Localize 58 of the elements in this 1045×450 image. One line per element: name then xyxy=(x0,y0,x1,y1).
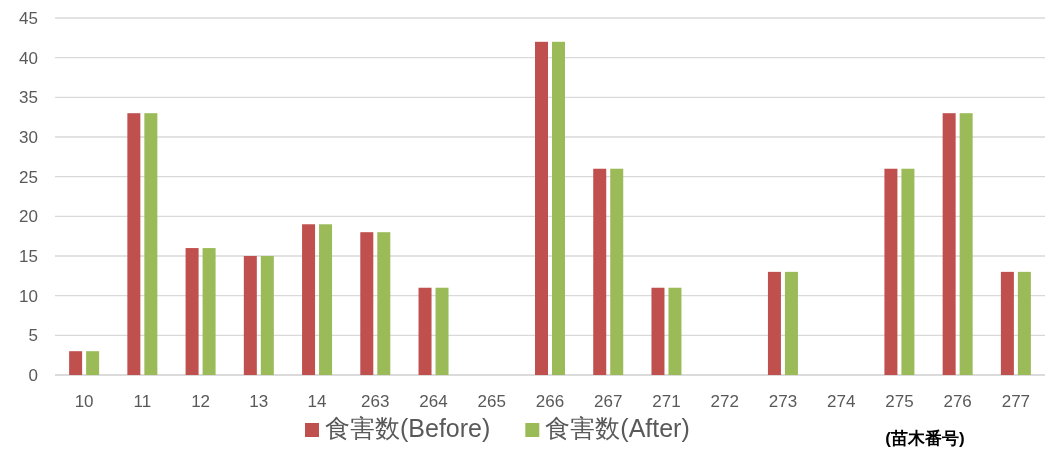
x-tick-label: 10 xyxy=(74,392,94,411)
bar xyxy=(144,113,158,375)
x-tick-label: 14 xyxy=(307,392,327,411)
bar xyxy=(185,248,199,375)
y-tick-label: 35 xyxy=(19,88,38,108)
x-tick-label: 272 xyxy=(710,392,739,411)
legend-label: 食害数(Before) xyxy=(325,414,491,442)
y-tick-label: 15 xyxy=(19,247,38,266)
bar xyxy=(319,224,333,375)
bar xyxy=(1000,271,1014,375)
bar xyxy=(767,271,781,375)
bar xyxy=(610,168,624,375)
bar xyxy=(552,41,565,375)
bar xyxy=(668,287,682,375)
bar xyxy=(127,113,141,375)
bar xyxy=(901,168,915,375)
y-tick-label: 25 xyxy=(19,167,38,187)
y-tick-label: 45 xyxy=(19,9,38,28)
bar xyxy=(86,351,100,375)
bar xyxy=(651,287,665,375)
bar xyxy=(435,287,449,375)
x-tick-label: 274 xyxy=(826,392,856,411)
x-tick-label: 276 xyxy=(943,392,972,411)
x-tick-label: 273 xyxy=(768,392,798,411)
bar xyxy=(69,351,83,375)
x-tick-label: 264 xyxy=(419,392,448,411)
y-tick-label: 0 xyxy=(28,366,38,385)
bar xyxy=(784,271,798,375)
bar xyxy=(535,41,548,375)
bar xyxy=(1017,271,1031,375)
bar xyxy=(360,232,374,375)
bar xyxy=(202,248,216,375)
x-tick-label: 277 xyxy=(1001,392,1031,411)
x-tick-label: 11 xyxy=(133,392,152,411)
x-tick-label: 12 xyxy=(191,392,211,411)
bar xyxy=(418,287,432,375)
y-tick-label: 5 xyxy=(28,326,38,346)
bar xyxy=(959,113,973,375)
bar xyxy=(884,168,898,375)
bar xyxy=(260,256,274,375)
bar xyxy=(243,256,257,375)
x-tick-label: 271 xyxy=(652,392,681,411)
x-tick-label: 263 xyxy=(361,392,390,411)
x-axis-title: (苗木番号) xyxy=(885,429,965,448)
x-tick-label: 13 xyxy=(249,392,269,411)
x-tick-label: 267 xyxy=(594,392,623,411)
x-tick-label: 266 xyxy=(535,392,565,411)
legend-label: 食害数(After) xyxy=(545,414,690,442)
bar xyxy=(942,113,956,375)
bar xyxy=(593,168,607,375)
y-tick-label: 30 xyxy=(19,128,38,147)
y-tick-label: 10 xyxy=(19,286,38,306)
x-tick-label: 275 xyxy=(885,392,914,411)
bar xyxy=(302,224,316,375)
bar xyxy=(377,232,391,375)
x-tick-label: 265 xyxy=(477,392,506,411)
y-tick-label: 40 xyxy=(19,48,38,68)
y-tick-label: 20 xyxy=(19,207,38,227)
